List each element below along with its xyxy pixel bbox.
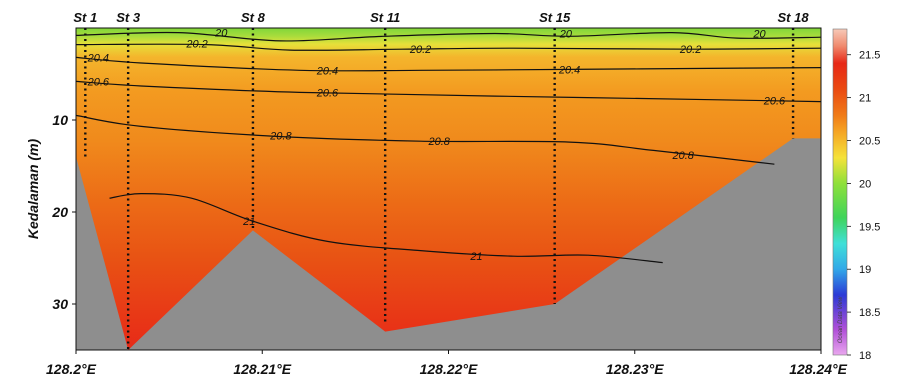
contour-line-0 (75, 31, 822, 42)
y-axis-label: Kedalaman (m) (25, 138, 41, 239)
plot-area (76, 28, 821, 350)
contour-label-3-2: 20.6 (763, 96, 786, 108)
station-label-0: St 1 (73, 10, 97, 25)
y-tick-label-0: 10 (52, 112, 68, 128)
x-axis: 128.2°E 128.21°E 128.22°E 128.23°E 128.24°E (46, 350, 848, 377)
station-label-3: St 11 (370, 10, 400, 25)
x-tick-label-2: 128.22°E (420, 361, 478, 377)
contour-label-4-1: 20.8 (427, 136, 450, 148)
station-label-5: St 18 (778, 10, 810, 25)
y-tick-label-1: 20 (51, 204, 68, 220)
seafloor (76, 138, 821, 350)
x-tick-label-0: 128.2°E (46, 361, 97, 377)
y-tick-label-2: 30 (52, 296, 68, 312)
contour-label-5-1: 21 (469, 251, 482, 263)
contour-label-3-1: 20.6 (316, 87, 339, 99)
contour-label-1-2: 20.2 (679, 44, 701, 56)
x-tick-label-3: 128.23°E (606, 361, 664, 377)
contour-label-4-0: 20.8 (269, 131, 292, 143)
colorbar-ticks: 21.5 21 20.5 20 19.5 19 18.5 18 (847, 50, 880, 362)
contour-line-5 (109, 192, 663, 264)
contour-label-1-0: 20.2 (185, 39, 207, 51)
colorbar-scale (832, 28, 848, 356)
contour-label-3-0: 20.6 (87, 76, 110, 88)
x-tick-label-1: 128.21°E (233, 361, 291, 377)
contour-label-0-0: 20 (214, 28, 228, 40)
contour-line-4 (75, 114, 775, 165)
contour-label-1-1: 20.2 (409, 44, 431, 56)
x-tick-label-4: 128.24°E (789, 361, 847, 377)
colorbar-tick-label-7: 18 (859, 350, 871, 362)
contour-label-5-0: 21 (242, 216, 255, 228)
colorbar-tick-label-3: 20 (859, 178, 871, 190)
stations: St 1 St 3 St 8 St 11 St 15 St 18 (73, 10, 809, 350)
station-label-4: St 15 (539, 10, 571, 25)
contour-label-2-2: 20.4 (558, 64, 580, 76)
ocean-data-view-credit: Ocean Data View (838, 296, 844, 343)
colorbar-tick-label-2: 20.5 (859, 136, 880, 148)
contour-line-2 (75, 56, 822, 72)
colorbar-tick-label-6: 18.5 (859, 307, 880, 319)
contour-line-1 (75, 43, 822, 51)
colorbar-tick-label-5: 19 (859, 264, 871, 276)
contour-lines: 20 20 20 20.2 20.2 20.2 20.4 20.4 20.4 20.6 20.6 20… (75, 28, 822, 264)
colorbar-tick-label-4: 19.5 (859, 221, 880, 233)
contour-label-2-0: 20.4 (87, 52, 109, 64)
station-label-2: St 8 (241, 10, 266, 25)
colorbar: 21.5 21 20.5 20 19.5 19 18.5 18 Ocean Data View (832, 28, 880, 362)
contour-label-4-2: 20.8 (671, 150, 694, 162)
contour-label-0-1: 20 (559, 29, 573, 41)
colorbar-tick-label-1: 21 (859, 93, 871, 105)
y-axis: 10 20 30 (51, 112, 76, 312)
colorbar-tick-label-0: 21.5 (859, 50, 880, 62)
station-label-1: St 3 (116, 10, 141, 25)
contour-label-2-1: 20.4 (316, 65, 338, 77)
contour-line-3 (75, 80, 822, 103)
contour-label-0-2: 20 (752, 29, 766, 41)
